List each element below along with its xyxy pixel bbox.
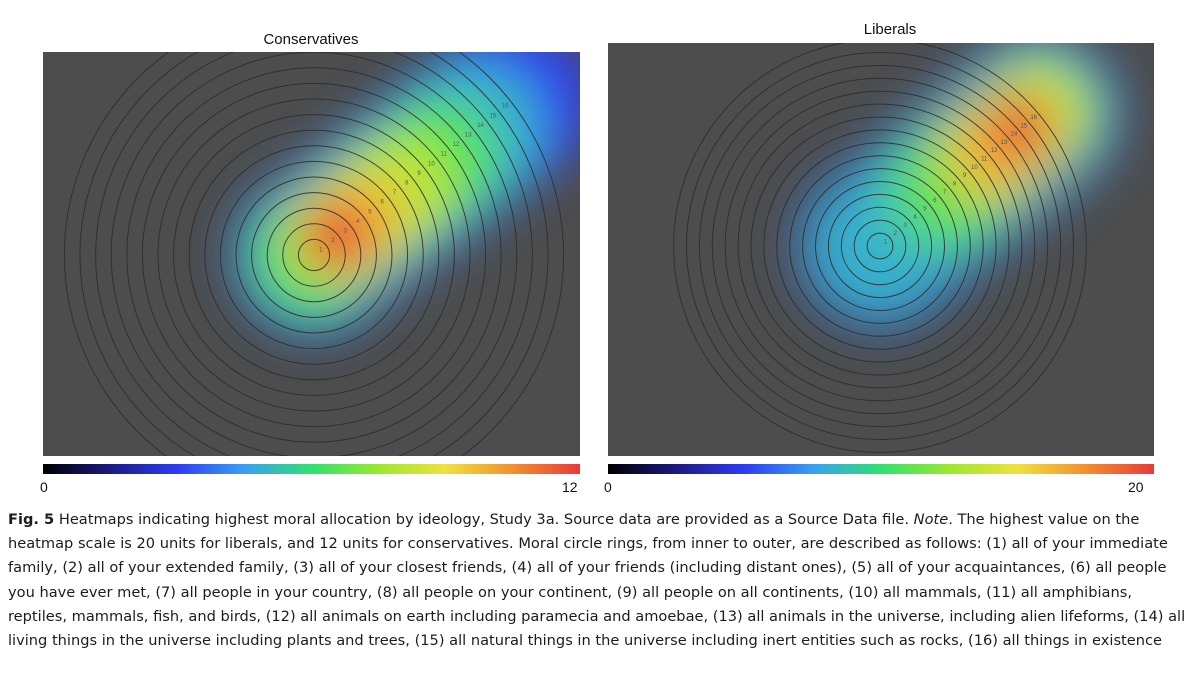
conservatives-panel: Conservatives 1 2 3 4 5 6 7 8 9 10 11 12 13 14 15 16 0 … bbox=[0, 0, 600, 500]
ring-7 bbox=[204, 145, 424, 365]
ring-6 bbox=[802, 168, 958, 324]
ring-label: 5 bbox=[923, 206, 927, 212]
ring-label: 4 bbox=[913, 215, 917, 221]
ring-14 bbox=[95, 52, 533, 456]
ring-label: 2 bbox=[331, 238, 335, 244]
ring-10 bbox=[750, 116, 1010, 376]
figure-caption: Fig. 5 Heatmaps indicating highest moral… bbox=[8, 508, 1194, 653]
ring-3 bbox=[840, 206, 920, 286]
ring-4 bbox=[251, 192, 377, 318]
colorbar bbox=[43, 464, 580, 474]
chart-title: Conservatives bbox=[263, 31, 359, 48]
ring-12 bbox=[724, 90, 1036, 402]
ring-11 bbox=[141, 82, 487, 428]
heatmap-plot: 1 2 3 4 5 6 7 8 9 10 11 12 13 14 15 16 bbox=[608, 43, 1154, 456]
colorbar-max-label: 20 bbox=[1128, 479, 1144, 495]
ring-6 bbox=[219, 160, 409, 350]
ring-4 bbox=[827, 193, 933, 299]
ring-label: 11 bbox=[981, 157, 988, 163]
ring-label: 14 bbox=[1011, 132, 1018, 138]
ring-label: 1 bbox=[319, 248, 323, 254]
ring-9 bbox=[763, 129, 997, 363]
ring-label: 3 bbox=[344, 229, 348, 235]
ring-label: 5 bbox=[368, 209, 372, 215]
ring-15 bbox=[79, 52, 549, 456]
ring-label: 14 bbox=[477, 123, 484, 129]
ring-label: 3 bbox=[904, 223, 908, 229]
caption-note-label: Note bbox=[913, 511, 949, 528]
ring-5 bbox=[815, 181, 945, 311]
ring-label: 10 bbox=[428, 161, 435, 167]
ring-label: 4 bbox=[356, 219, 360, 225]
ring-12 bbox=[126, 67, 502, 443]
colorbar-min-label: 0 bbox=[604, 479, 612, 495]
ring-8 bbox=[188, 129, 440, 381]
colorbar bbox=[608, 464, 1154, 474]
colorbar-max-label: 12 bbox=[562, 479, 578, 495]
ring-15 bbox=[686, 52, 1074, 440]
liberals-panel: Liberals 1 2 3 4 5 6 7 8 9 10 11 12 13 14 15 16 0 20 bbox=[600, 0, 1200, 500]
ring-9 bbox=[173, 114, 455, 396]
ring-label: 6 bbox=[381, 200, 385, 206]
ring-label: 10 bbox=[971, 165, 978, 171]
ring-label: 8 bbox=[405, 180, 409, 186]
figure-label: Fig. 5 bbox=[8, 511, 55, 528]
ring-2 bbox=[853, 219, 907, 273]
ring-label: 12 bbox=[453, 142, 460, 148]
chart-title: Liberals bbox=[863, 21, 917, 38]
ring-8 bbox=[776, 142, 984, 350]
ring-label: 9 bbox=[963, 173, 967, 179]
heat-layer bbox=[231, 52, 580, 338]
ring-label: 16 bbox=[1030, 115, 1037, 121]
ring-label: 1 bbox=[884, 239, 888, 245]
ring-label: 9 bbox=[417, 171, 421, 177]
ring-1 bbox=[297, 238, 331, 272]
ring-2 bbox=[282, 223, 346, 287]
ring-11 bbox=[737, 103, 1023, 389]
colorbar-min-label: 0 bbox=[40, 479, 48, 495]
ring-label: 2 bbox=[894, 231, 898, 237]
ring-14 bbox=[698, 64, 1062, 428]
caption-text: Heatmaps indicating highest moral alloca… bbox=[54, 511, 914, 528]
ring-label: 16 bbox=[502, 104, 509, 110]
heatmap-plot: 1 2 3 4 5 6 7 8 9 10 11 12 13 14 15 16 bbox=[43, 52, 580, 456]
ring-16 bbox=[63, 52, 565, 456]
ring-label: 7 bbox=[393, 190, 397, 196]
ring-label: 13 bbox=[1001, 140, 1008, 146]
ring-label: 6 bbox=[933, 198, 937, 204]
ring-label: 11 bbox=[441, 152, 448, 158]
ring-7 bbox=[789, 155, 971, 337]
ring-10 bbox=[157, 98, 471, 412]
ring-13 bbox=[711, 77, 1049, 415]
ring-13 bbox=[110, 52, 518, 456]
ring-label: 15 bbox=[490, 113, 497, 119]
ring-3 bbox=[266, 207, 362, 303]
ring-5 bbox=[235, 176, 393, 334]
ring-1 bbox=[866, 232, 894, 260]
ring-label: 7 bbox=[943, 190, 947, 196]
ring-label: 15 bbox=[1020, 123, 1027, 129]
ring-label: 12 bbox=[991, 148, 998, 154]
ring-label: 13 bbox=[465, 132, 472, 138]
caption-text-continued: . The highest value on the heatmap scale… bbox=[8, 511, 1186, 650]
ring-label: 8 bbox=[953, 181, 957, 187]
ring-16 bbox=[673, 43, 1087, 453]
